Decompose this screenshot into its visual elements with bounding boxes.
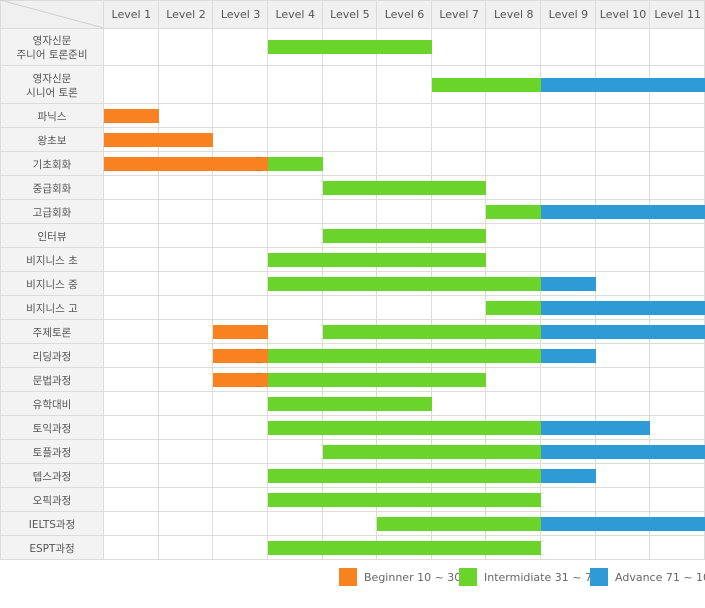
- bar-intermediate: [486, 205, 541, 219]
- bar-intermediate: [486, 301, 541, 315]
- level-header: Level 2: [166, 8, 206, 21]
- bar-intermediate: [323, 445, 541, 459]
- bar-advance: [541, 78, 705, 92]
- bar-intermediate: [323, 325, 541, 339]
- bar-intermediate: [323, 181, 486, 195]
- row-label: 토플과정: [33, 447, 72, 459]
- row-label: 비지니스 초: [26, 255, 78, 267]
- level-header: Level 8: [494, 8, 534, 21]
- bar-intermediate: [377, 517, 541, 531]
- row-label: 영자신문: [33, 73, 72, 85]
- row-label: 비지니스 중: [26, 279, 78, 291]
- legend-label: Advance 71 ~ 100: [615, 570, 705, 584]
- row-label: 오픽과정: [33, 495, 72, 507]
- row-label: 주니어 토론준비: [17, 49, 88, 61]
- header-background: [0, 0, 705, 28]
- row-label: 리딩과정: [33, 351, 72, 363]
- legend: Beginner 10 ~ 30 Intermidiate 31 ~ 70 Adva…: [0, 562, 705, 608]
- row-label: 유학대비: [33, 399, 72, 411]
- bar-advance: [541, 325, 705, 339]
- legend-swatch: [339, 568, 357, 586]
- row-label: 파닉스: [38, 111, 67, 123]
- bar-intermediate: [268, 421, 541, 435]
- bar-advance: [541, 205, 705, 219]
- bar-beginner: [213, 349, 268, 363]
- level-header: Level 11: [654, 8, 701, 21]
- bar-advance: [541, 421, 650, 435]
- row-label: 토익과정: [33, 423, 72, 435]
- legend-swatch: [590, 568, 608, 586]
- legend-label: Beginner 10 ~ 30: [364, 570, 462, 584]
- legend-item-advance: Advance 71 ~ 100: [590, 567, 705, 587]
- bar-intermediate: [268, 493, 541, 507]
- bar-advance: [541, 301, 705, 315]
- row-label: 비지니스 고: [26, 303, 78, 315]
- row-label: 왕초보: [38, 135, 67, 147]
- level-header: Level 5: [330, 8, 370, 21]
- bar-intermediate: [268, 277, 541, 291]
- row-label: ESPT과정: [29, 543, 74, 555]
- level-header: Level 9: [549, 8, 589, 21]
- bar-beginner: [104, 157, 268, 171]
- legend-item-beginner: Beginner 10 ~ 30: [339, 567, 461, 587]
- corner-diagonal: [0, 0, 105, 29]
- bar-intermediate: [268, 373, 486, 387]
- level-header: Level 4: [275, 8, 315, 21]
- bar-beginner: [213, 373, 268, 387]
- row-label: IELTS과정: [29, 519, 76, 531]
- row-label: 문법과정: [33, 375, 72, 387]
- row-label: 시니어 토론: [26, 87, 78, 99]
- legend-label: Intermidiate 31 ~ 70: [484, 570, 599, 584]
- legend-item-intermediate: Intermidiate 31 ~ 70: [459, 567, 599, 587]
- label-column-background: [0, 28, 104, 560]
- bar-intermediate: [268, 397, 432, 411]
- row-label: 고급회화: [33, 207, 72, 219]
- row-label: 영자신문: [33, 35, 72, 47]
- bar-beginner: [104, 109, 159, 123]
- bar-advance: [541, 469, 596, 483]
- course-level-chart: Level 1 Level 2 Level 3 Level 4 Level 5 Level…: [0, 0, 705, 560]
- bar-intermediate: [432, 78, 541, 92]
- row-label: 주제토론: [33, 327, 72, 339]
- bar-intermediate: [268, 469, 541, 483]
- bar-beginner: [104, 133, 213, 147]
- bar-advance: [541, 277, 596, 291]
- bar-intermediate: [323, 229, 486, 243]
- bar-intermediate: [268, 541, 541, 555]
- level-header: Level 7: [439, 8, 479, 21]
- bar-advance: [541, 445, 705, 459]
- bar-intermediate: [268, 349, 541, 363]
- level-header: Level 6: [385, 8, 425, 21]
- row-label: 인터뷰: [38, 231, 67, 243]
- bar-advance: [541, 349, 596, 363]
- row-label: 중급회화: [33, 183, 72, 195]
- row-label: 텝스과정: [33, 471, 72, 483]
- bar-intermediate: [268, 253, 486, 267]
- bar-intermediate: [268, 157, 323, 171]
- level-header: Level 1: [112, 8, 152, 21]
- level-header: Level 3: [221, 8, 261, 21]
- bar-intermediate: [268, 40, 432, 54]
- bar-beginner: [213, 325, 268, 339]
- level-header: Level 10: [600, 8, 647, 21]
- bar-advance: [541, 517, 705, 531]
- row-label: 기초회화: [33, 159, 72, 171]
- legend-swatch: [459, 568, 477, 586]
